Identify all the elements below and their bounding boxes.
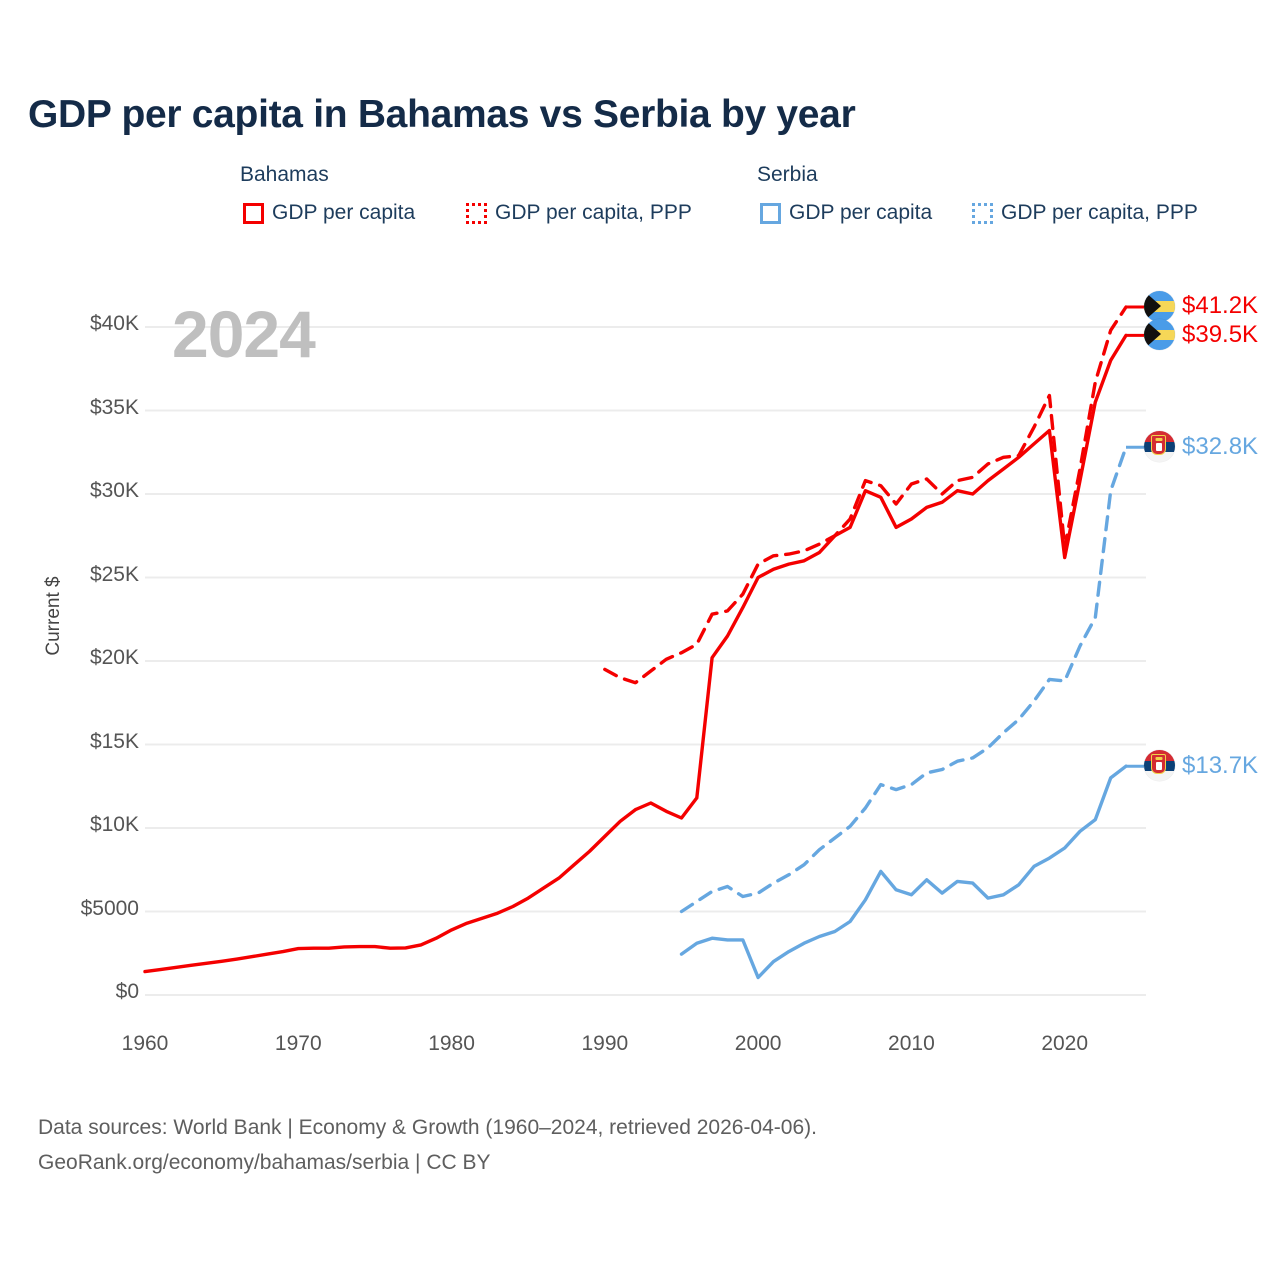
year-watermark: 2024 <box>172 297 316 371</box>
chart-legend: Bahamas Serbia GDP per capita GDP per ca… <box>0 163 1280 243</box>
legend-label-bahamas-gdp: GDP per capita <box>272 201 416 224</box>
legend-item-serbia-gdp[interactable]: GDP per capita <box>760 201 932 225</box>
y-tick-label: $10K <box>89 813 139 836</box>
series-line-1 <box>603 305 1128 685</box>
y-tick-label: $30K <box>89 479 139 502</box>
end-value-serbia-gdp: $13.7K <box>1182 751 1259 779</box>
footer-attribution: GeoRank.org/economy/bahamas/serbia | CC … <box>38 1151 491 1174</box>
legend-swatch-dotted-red-icon <box>466 202 487 224</box>
x-tick-label: 1990 <box>581 1032 629 1055</box>
legend-swatch-solid-blue-icon <box>760 202 781 224</box>
end-label-serbia-ppp: $32.8K <box>1144 431 1259 463</box>
end-value-bahamas-gdp: $39.5K <box>1182 320 1259 348</box>
y-tick-label: $20K <box>89 646 139 669</box>
series-line-0 <box>143 333 1128 974</box>
bahamas-flag-icon <box>1144 290 1175 322</box>
legend-item-bahamas-gdp-ppp[interactable]: GDP per capita, PPP <box>466 201 692 225</box>
y-tick-label: $40K <box>89 312 139 335</box>
legend-label-serbia-gdp-ppp: GDP per capita, PPP <box>1001 201 1198 224</box>
x-tick-label: 2020 <box>1041 1032 1089 1055</box>
legend-label-serbia-gdp: GDP per capita <box>789 201 933 224</box>
footer-data-sources: Data sources: World Bank | Economy & Gro… <box>38 1116 817 1139</box>
legend-item-serbia-gdp-ppp[interactable]: GDP per capita, PPP <box>972 201 1198 225</box>
y-tick-label: $5000 <box>80 896 139 920</box>
legend-group-serbia-title: Serbia <box>757 163 818 186</box>
end-label-bahamas-ppp: $41.2K <box>1144 290 1259 322</box>
x-tick-label: 1970 <box>274 1032 322 1055</box>
legend-swatch-dotted-blue-icon <box>972 202 993 224</box>
legend-group-bahamas-title: Bahamas <box>240 163 329 186</box>
y-tick-label: $35K <box>89 395 139 419</box>
serbia-flag-icon <box>1144 750 1175 782</box>
end-label-bahamas-gdp: $39.5K <box>1144 319 1259 351</box>
legend-label-bahamas-gdp-ppp: GDP per capita, PPP <box>495 201 692 224</box>
legend-item-bahamas-gdp[interactable]: GDP per capita <box>243 201 415 225</box>
y-axis-label: Current $ <box>43 576 64 656</box>
x-tick-label: 2010 <box>888 1032 935 1055</box>
x-tick-label: 1960 <box>121 1032 169 1055</box>
end-value-bahamas-ppp: $41.2K <box>1182 292 1259 320</box>
y-tick-label: $0 <box>115 980 139 1003</box>
x-tick-label: 2000 <box>734 1032 782 1055</box>
legend-swatch-solid-red-icon <box>243 202 264 224</box>
bahamas-flag-icon <box>1144 319 1175 351</box>
footer-credits: Data sources: World Bank | Economy & Gro… <box>38 1110 817 1180</box>
page-title: GDP per capita in Bahamas vs Serbia by y… <box>28 93 856 136</box>
serbia-flag-icon <box>1144 431 1175 463</box>
y-tick-label: $25K <box>89 562 139 586</box>
end-value-serbia-ppp: $32.8K <box>1182 432 1259 460</box>
series-line-3 <box>679 445 1128 914</box>
series-line-2 <box>679 764 1128 980</box>
x-tick-label: 1980 <box>428 1032 475 1055</box>
y-tick-label: $15K <box>89 729 139 753</box>
end-label-serbia-gdp: $13.7K <box>1144 750 1259 782</box>
